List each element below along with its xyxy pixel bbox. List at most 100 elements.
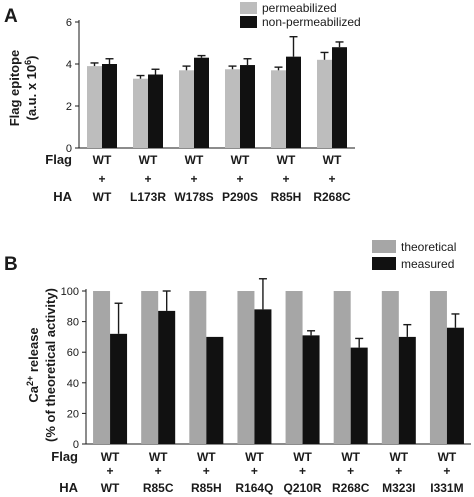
panel-b-category-label: WT xyxy=(101,481,120,495)
panel-b-ylabel-superscript: 2+ xyxy=(25,376,35,386)
panel-b-row-label-flag: Flag xyxy=(51,449,78,464)
panel-a-bar-non-permeabilized xyxy=(240,65,255,148)
panel-b-row-label-ha: HA xyxy=(59,480,78,495)
panel-b-bar-measured xyxy=(446,327,464,444)
panel-b-bar-theoretical xyxy=(333,291,351,444)
legend-label-measured: measured xyxy=(401,257,454,271)
panel-a-plus-sign: + xyxy=(236,172,243,186)
panel-b-ylabel-ca: Ca xyxy=(26,385,41,402)
panel-a-flag-label: WT xyxy=(185,153,204,167)
panel-b-plus-sign: + xyxy=(443,464,450,478)
panel-b-flag-label: WT xyxy=(389,450,408,464)
panel-b-flag-label: WT xyxy=(293,450,312,464)
panel-b-flag-label: WT xyxy=(197,450,216,464)
panel-b-ylabel-release: release xyxy=(26,327,41,375)
panel-a-bar-non-permeabilized xyxy=(332,47,347,149)
panel-b-category-label: R85C xyxy=(143,481,174,495)
panel-b-y-tick-label: 80 xyxy=(67,317,79,329)
panel-b-category-label: M323I xyxy=(382,481,415,495)
panel-a-category-label: R85H xyxy=(271,190,302,204)
panel-b-plus-sign: + xyxy=(395,464,402,478)
panel-b-category-label: R164Q xyxy=(235,481,273,495)
panel-b-bar-theoretical xyxy=(141,291,159,444)
panel-b-bar-theoretical xyxy=(429,291,447,444)
panel-a-y-tick-label: 4 xyxy=(66,59,72,71)
panel-a-y-tick-label: 6 xyxy=(66,17,72,29)
panel-a-row-label-flag: Flag xyxy=(45,152,72,167)
legend-label-theoretical: theoretical xyxy=(401,240,456,254)
panel-a-row-labels: Flag HA xyxy=(45,152,72,204)
panel-b-bar-measured xyxy=(158,310,176,444)
panel-a-ylabel-close: ) xyxy=(24,56,39,60)
panel-a-bar-permeabilized xyxy=(317,59,332,148)
panel-b-plot: 020406080100WT+WTWT+R85CWT+R85HWT+R164QW… xyxy=(61,278,471,495)
panel-a-flag-label: WT xyxy=(139,153,158,167)
panel-a-bar-non-permeabilized xyxy=(286,56,301,148)
panel-a-bar-permeabilized xyxy=(271,70,286,148)
panel-b-bar-theoretical xyxy=(237,291,255,444)
legend-swatch-non-permeabilized xyxy=(240,16,257,28)
panel-b-category-label: Q210R xyxy=(284,481,322,495)
panel-b-flag-label: WT xyxy=(341,450,360,464)
panel-a-ylabel-exponent: 6 xyxy=(23,60,33,65)
panel-a-category-label: L173R xyxy=(130,190,166,204)
panel-a-y-tick-label: 2 xyxy=(66,101,72,113)
panel-a-bar-permeabilized xyxy=(87,66,102,148)
panel-b-category-label: I331M xyxy=(430,481,463,495)
panel-b-bar-measured xyxy=(398,336,416,444)
panel-b-bar-measured xyxy=(350,347,368,444)
panel-a-y-tick-label: 0 xyxy=(66,143,72,155)
panel-b-plus-sign: + xyxy=(203,464,210,478)
panel-b-bar-measured xyxy=(206,336,224,444)
panel-b-flag-label: WT xyxy=(149,450,168,464)
legend-label-permeabilized: permeabilized xyxy=(262,1,337,15)
legend-label-non-permeabilized: non-permeabilized xyxy=(262,15,361,29)
panel-a-category-label: W178S xyxy=(174,190,213,204)
legend-swatch-measured xyxy=(372,257,396,270)
panel-b-flag-label: WT xyxy=(438,450,457,464)
legend-swatch-theoretical xyxy=(372,240,396,253)
panel-a-bar-non-permeabilized xyxy=(194,57,209,149)
panel-a: A Flag epitope (a.u. x 106) permeabilize… xyxy=(4,1,361,204)
panel-a-ylabel-line2-text: (a.u. x 10 xyxy=(24,65,39,121)
panel-b-bar-theoretical xyxy=(93,291,111,444)
panel-b-plus-sign: + xyxy=(107,464,114,478)
panel-b-flag-label: WT xyxy=(101,450,120,464)
panel-a-bar-non-permeabilized xyxy=(102,64,117,148)
panel-b-letter: B xyxy=(4,254,18,275)
panel-a-category-label: WT xyxy=(93,190,112,204)
panel-b-plus-sign: + xyxy=(251,464,258,478)
panel-a-letter: A xyxy=(4,6,18,27)
panel-a-ylabel-line2: (a.u. x 106) xyxy=(23,56,39,121)
panel-b-y-tick-label: 20 xyxy=(67,408,79,420)
panel-a-row-label-ha: HA xyxy=(53,189,72,204)
panel-b-y-tick-label: 40 xyxy=(67,378,79,390)
panel-a-flag-label: WT xyxy=(277,153,296,167)
panel-b-plus-sign: + xyxy=(299,464,306,478)
legend-swatch-permeabilized xyxy=(240,2,257,14)
panel-a-category-label: R268C xyxy=(313,190,351,204)
panel-a-flag-label: WT xyxy=(231,153,250,167)
panel-a-bar-permeabilized xyxy=(225,69,240,148)
panel-b-bar-measured xyxy=(110,333,128,444)
panel-b-category-label: R268C xyxy=(332,481,370,495)
panel-b-ylabel-line1: Ca2+ release xyxy=(25,327,41,402)
panel-a-bar-permeabilized xyxy=(133,78,148,148)
panel-a-flag-label: WT xyxy=(323,153,342,167)
panel-a-plot: 0 2 4 6 WT + WT WT + L173R WT + W178S WT + P290S WT + R85H… xyxy=(66,17,355,204)
panel-a-plus-sign: + xyxy=(98,172,105,186)
panel-a-plus-sign: + xyxy=(282,172,289,186)
panel-a-bar-non-permeabilized xyxy=(148,74,163,148)
panel-b-ylabel-line2: (% of theoretical activity) xyxy=(43,288,58,442)
panel-a-plus-sign: + xyxy=(144,172,151,186)
panel-b-plus-sign: + xyxy=(347,464,354,478)
panel-b-bar-measured xyxy=(302,335,320,444)
panel-b-bar-theoretical xyxy=(381,291,399,444)
panel-b-bar-theoretical xyxy=(285,291,303,444)
panel-a-ylabel-line1: Flag epitope xyxy=(7,50,22,127)
panel-a-flag-label: WT xyxy=(93,153,112,167)
panel-b: B Ca2+ release (% of theoretical activit… xyxy=(4,240,471,495)
panel-a-plus-sign: + xyxy=(328,172,335,186)
panel-b-row-labels: Flag HA xyxy=(51,449,78,495)
